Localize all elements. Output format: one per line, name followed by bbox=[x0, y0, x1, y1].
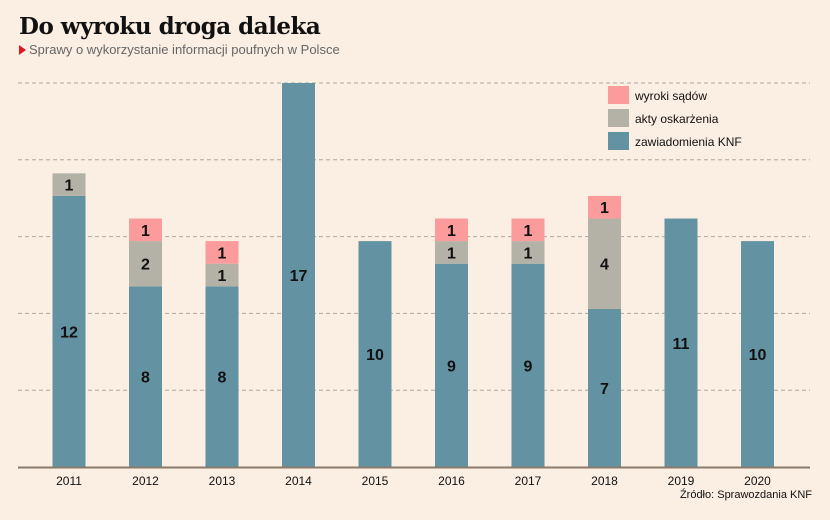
legend-swatch bbox=[608, 109, 629, 127]
x-tick-label: 2019 bbox=[668, 474, 695, 488]
x-tick-label: 2013 bbox=[209, 474, 236, 488]
bar-segment bbox=[205, 263, 239, 287]
data-label: 1 bbox=[218, 268, 227, 285]
bar-segment bbox=[588, 195, 621, 219]
legend-swatch bbox=[608, 132, 629, 150]
chart-title: Do wyroku droga daleka bbox=[19, 13, 321, 40]
data-label: 10 bbox=[366, 347, 384, 364]
data-label: 17 bbox=[290, 268, 308, 285]
source-note: Źródło: Sprawozdania KNF bbox=[679, 489, 812, 501]
bar-segment bbox=[52, 173, 86, 196]
x-tick-label: 2018 bbox=[591, 474, 618, 488]
data-label: 1 bbox=[447, 245, 456, 262]
chart-subtitle: Sprawy o wykorzystanie informacji poufny… bbox=[19, 42, 340, 57]
bar-segment bbox=[741, 241, 774, 467]
x-tick-label: 2015 bbox=[362, 474, 389, 488]
bar-segment bbox=[511, 263, 545, 467]
bar-segment bbox=[358, 241, 392, 467]
bar-segment bbox=[511, 218, 545, 242]
x-tick-label: 2016 bbox=[438, 474, 465, 488]
data-label: 12 bbox=[60, 324, 78, 341]
bar-segment bbox=[588, 218, 621, 309]
bar-segment bbox=[282, 83, 315, 467]
data-label: 2 bbox=[141, 257, 150, 274]
x-tick-label: 2014 bbox=[285, 474, 312, 488]
bar-segment bbox=[511, 241, 545, 264]
x-tick-label: 2012 bbox=[132, 474, 159, 488]
x-tick-label: 2011 bbox=[56, 474, 82, 488]
bar-segment bbox=[129, 218, 162, 242]
bar-segment bbox=[129, 241, 162, 287]
data-label: 1 bbox=[218, 245, 227, 262]
bar-segment bbox=[205, 286, 239, 467]
data-label: 1 bbox=[600, 200, 609, 217]
data-label: 1 bbox=[447, 223, 456, 240]
x-tick-label: 2020 bbox=[744, 474, 771, 488]
data-label: 1 bbox=[524, 223, 533, 240]
chart-subtitle-text: Sprawy o wykorzystanie informacji poufny… bbox=[29, 42, 340, 57]
data-label: 8 bbox=[218, 370, 227, 387]
legend-label: akty oskarżenia bbox=[635, 112, 719, 126]
data-label: 9 bbox=[524, 358, 533, 375]
bar-segment bbox=[205, 241, 239, 264]
data-label: 4 bbox=[600, 257, 609, 274]
bar-segment bbox=[435, 263, 468, 467]
triangle-bullet-icon bbox=[19, 44, 26, 55]
legend-swatch bbox=[608, 86, 629, 104]
legend-label: wyroki sądów bbox=[634, 89, 707, 103]
data-label: 1 bbox=[65, 178, 74, 195]
x-tick-label: 2017 bbox=[515, 474, 542, 488]
bar-segment bbox=[435, 218, 468, 242]
data-label: 8 bbox=[141, 370, 150, 387]
data-label: 10 bbox=[749, 347, 767, 364]
data-label: 7 bbox=[600, 381, 609, 398]
data-label: 11 bbox=[673, 336, 690, 353]
legend-label: zawiadomienia KNF bbox=[635, 135, 742, 149]
bar-segment bbox=[588, 308, 621, 467]
bar-segment bbox=[435, 241, 468, 264]
bar-segment bbox=[52, 195, 86, 468]
data-label: 9 bbox=[447, 358, 456, 375]
data-label: 1 bbox=[141, 223, 150, 240]
bar-segment bbox=[129, 286, 162, 467]
bar-segment bbox=[664, 218, 698, 467]
data-label: 1 bbox=[524, 245, 533, 262]
